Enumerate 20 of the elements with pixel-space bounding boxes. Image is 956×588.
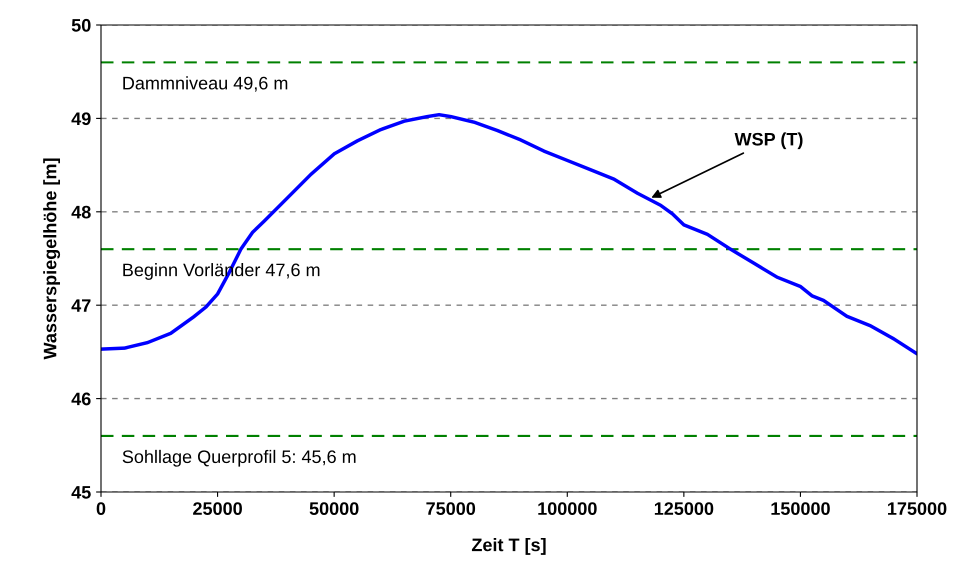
y-axis-title: Wasserspiegelhöhe [m] — [43, 158, 60, 360]
x-tick-label: 150000 — [771, 502, 830, 515]
ref-line-label: Dammniveau 49,6 m — [123, 76, 288, 92]
x-tick-label: 175000 — [888, 502, 946, 515]
y-tick-label: 49 — [71, 112, 91, 126]
x-tick-label: 125000 — [654, 502, 714, 515]
annotation: WSP (T) — [734, 132, 803, 150]
y-tick-label: 46 — [71, 392, 91, 406]
x-axis-title: Zeit T [s] — [472, 538, 546, 555]
x-tick-label: 100000 — [538, 502, 597, 515]
x-tick-label: 25000 — [193, 502, 242, 515]
line-series — [101, 112, 917, 356]
y-tick-label: 50 — [72, 18, 91, 32]
ref-line-label: Sohllage Querprofil 5: 45,6 m — [122, 450, 356, 467]
y-tick-label: 47 — [71, 299, 90, 312]
x-tick-label: 75000 — [426, 502, 476, 515]
y-tick-label: 48 — [71, 206, 91, 219]
x-tick-label: 50000 — [310, 502, 359, 515]
y-tick-label: 45 — [71, 486, 91, 499]
x-tick-label: 0 — [96, 502, 106, 515]
